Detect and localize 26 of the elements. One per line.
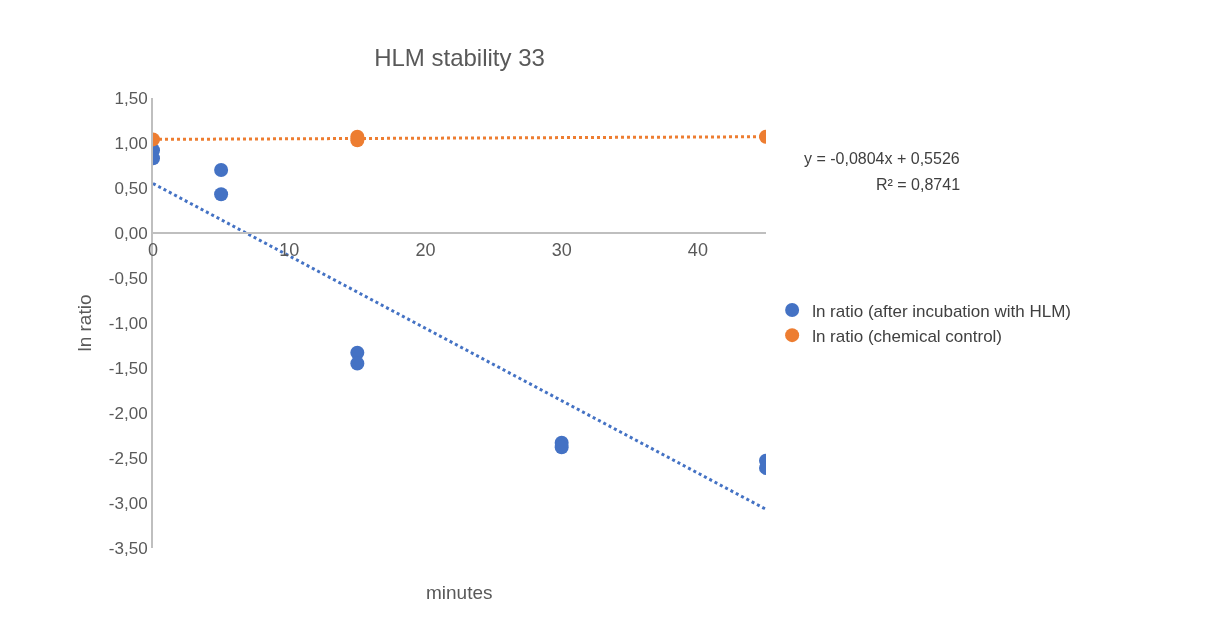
x-tick-label: 30 xyxy=(551,239,572,260)
y-tick-label: -1,00 xyxy=(108,313,148,333)
x-tick-label: 0 xyxy=(147,239,159,260)
text: R² = 0,8741 xyxy=(876,176,961,193)
x-axis-title: minutes xyxy=(426,582,493,603)
point xyxy=(214,163,229,177)
y-tick-label: -2,50 xyxy=(108,448,148,468)
y-tick-label: -0,50 xyxy=(108,268,148,288)
x-tick-label: 40 xyxy=(687,239,708,260)
legend-label: ln ratio (chemical control) xyxy=(812,326,1003,346)
x-tick-label: 20 xyxy=(415,239,436,260)
text: y = -0,0804x + 0,5526 xyxy=(804,150,960,167)
legend-label: ln ratio (after incubation with HLM) xyxy=(812,301,1072,321)
y-tick-label: 0,00 xyxy=(114,223,148,243)
x-tick-label: 10 xyxy=(279,239,300,260)
y-tick-label: 1,00 xyxy=(114,133,148,153)
y-tick-label: -3,00 xyxy=(108,493,148,513)
y-tick-label: 0,50 xyxy=(114,178,148,198)
point xyxy=(350,356,365,371)
y-axis-title: ln ratio xyxy=(74,294,96,352)
y-tick-label: -3,50 xyxy=(108,538,148,558)
chart-title: HLM stability 33 xyxy=(374,44,545,72)
y-tick-label: 1,50 xyxy=(114,88,148,108)
point xyxy=(214,187,229,202)
y-tick-label: -1,50 xyxy=(108,358,148,378)
y-tick-label: -2,00 xyxy=(108,403,148,423)
